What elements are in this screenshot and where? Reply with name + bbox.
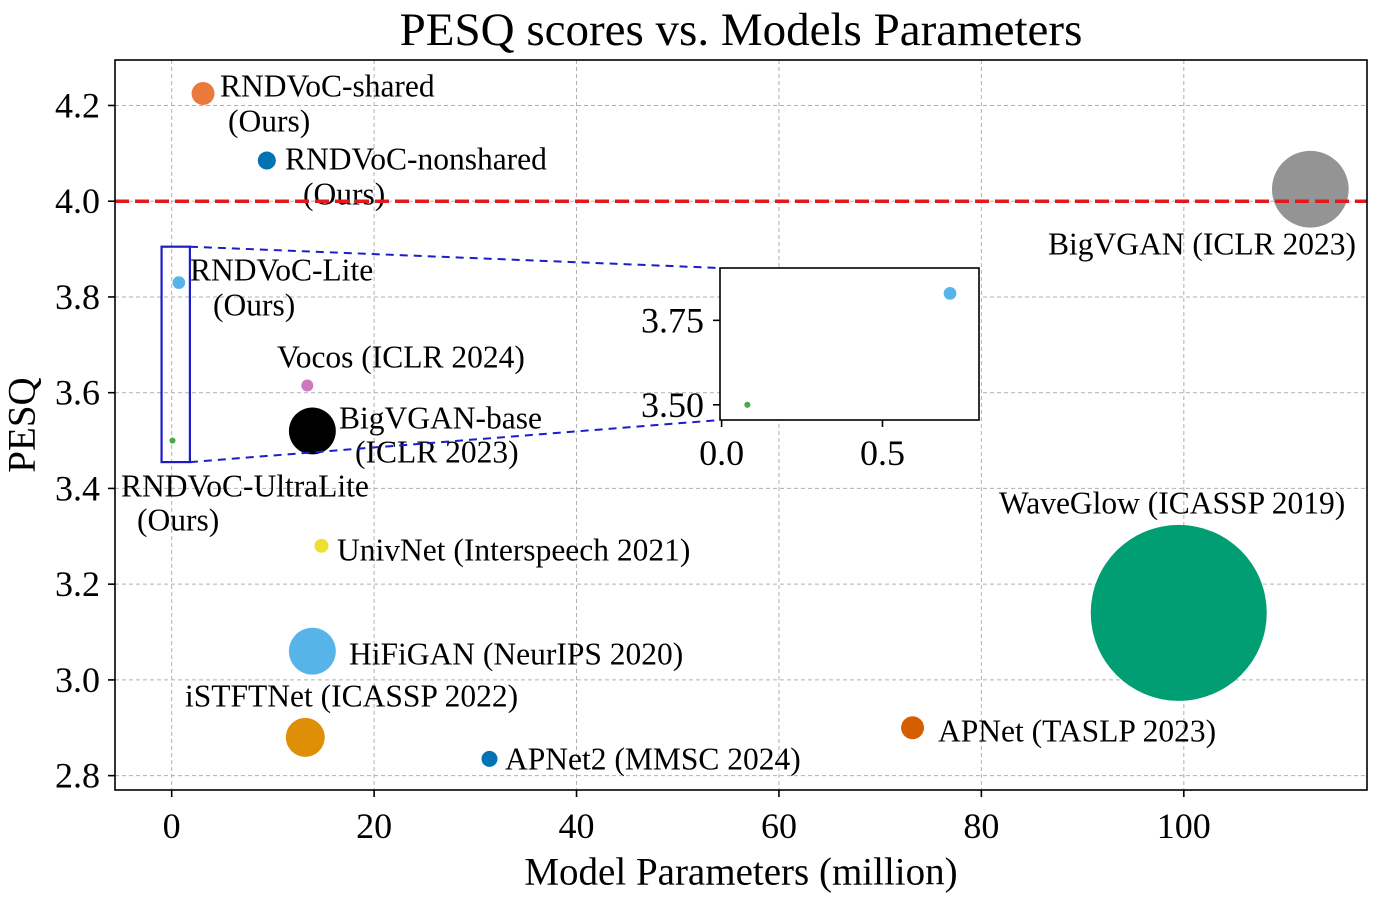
x-tick-label: 40	[559, 806, 595, 846]
inset-axes: 0.0 0.5 3.50 3.75	[641, 267, 980, 473]
x-axis-label: Model Parameters (million)	[524, 851, 957, 894]
y-tick-label: 4.0	[55, 181, 100, 221]
zoom-connector-bottom	[189, 419, 721, 464]
point-label: BigVGAN (ICLR 2023)	[1048, 227, 1356, 262]
point-label: (Ours)	[303, 177, 385, 212]
inset-x-tick-label: 0.0	[699, 433, 744, 473]
point-bigvgan-base	[288, 407, 336, 455]
point-label: RNDVoC-Lite	[190, 253, 373, 288]
y-tick-label: 3.6	[55, 373, 100, 413]
point-label: RNDVoC-shared	[220, 69, 435, 104]
inset-x-tick-label: 0.5	[860, 433, 905, 473]
point-vocos-iclr-2024	[301, 379, 314, 392]
point-univnet-interspeech-2021	[314, 538, 329, 553]
data-points	[169, 82, 1349, 767]
zoom-connector-top	[189, 245, 721, 269]
zoom-indicator	[160, 245, 721, 464]
chart-title: PESQ scores vs. Models Parameters	[400, 4, 1083, 56]
point-labels: RNDVoC-shared(Ours)RNDVoC-nonshared(Ours…	[121, 69, 1356, 777]
y-tick-label: 3.8	[55, 277, 100, 317]
point-rndvoc-shared	[191, 82, 215, 105]
x-tick-label: 80	[963, 806, 999, 846]
point-istftnet-icassp-2022	[285, 717, 325, 757]
inset-point-rndvoc-ultralite	[744, 401, 751, 408]
zoom-region-box	[160, 245, 191, 464]
y-tick-label: 3.4	[55, 468, 100, 508]
x-tick-label: 0	[163, 806, 181, 846]
x-tick-label: 20	[356, 806, 392, 846]
y-axis-label: PESQ	[1, 377, 44, 472]
point-apnet-taslp-2023	[901, 716, 925, 740]
point-label: HiFiGAN (NeurIPS 2020)	[349, 637, 683, 672]
y-tick-label: 3.2	[55, 564, 100, 604]
point-label: (Ours)	[213, 288, 295, 323]
point-apnet2-mmsc-2024	[481, 750, 498, 767]
point-label: APNet2 (MMSC 2024)	[505, 742, 801, 777]
point-hifigan-neurips-2020	[288, 627, 336, 675]
plot-frame	[114, 59, 1368, 791]
point-rndvoc-nonshared	[257, 151, 276, 170]
point-bigvgan-iclr-2023	[1271, 150, 1349, 228]
x-tick-label: 60	[761, 806, 797, 846]
point-label: RNDVoC-nonshared	[285, 142, 547, 177]
inset-frame	[719, 267, 980, 421]
point-rndvoc-ultralite	[169, 437, 176, 444]
y-tick-label: 3.0	[55, 660, 100, 700]
main-axes: 0 20 40 60 80 100 2.8 3.0 3.2 3.4 3.6 3.8 4.0 4.2	[55, 59, 1368, 846]
point-label: (ICLR 2023)	[355, 435, 519, 470]
point-label: (Ours)	[228, 104, 310, 139]
inset-y-tick-label: 3.50	[641, 385, 704, 425]
inset-background	[720, 268, 979, 420]
inset-y-tick-label: 3.75	[641, 300, 704, 340]
y-tick-label: 2.8	[55, 756, 100, 796]
point-label: RNDVoC-UltraLite	[121, 469, 369, 504]
point-label: APNet (TASLP 2023)	[938, 714, 1216, 749]
point-label: Vocos (ICLR 2024)	[277, 340, 525, 375]
point-waveglow-icassp-2019	[1090, 524, 1267, 701]
point-label: (Ours)	[137, 503, 219, 538]
point-label: iSTFTNet (ICASSP 2022)	[185, 679, 518, 714]
inset-points	[744, 286, 957, 408]
x-tick-label: 100	[1157, 806, 1211, 846]
point-label: BigVGAN-base	[339, 401, 542, 436]
inset-point-rndvoc-lite	[943, 286, 957, 300]
point-label: WaveGlow (ICASSP 2019)	[999, 486, 1345, 521]
y-tick-label: 4.2	[55, 85, 100, 125]
point-label: UnivNet (Interspeech 2021)	[337, 533, 690, 568]
point-rndvoc-lite	[172, 276, 186, 289]
